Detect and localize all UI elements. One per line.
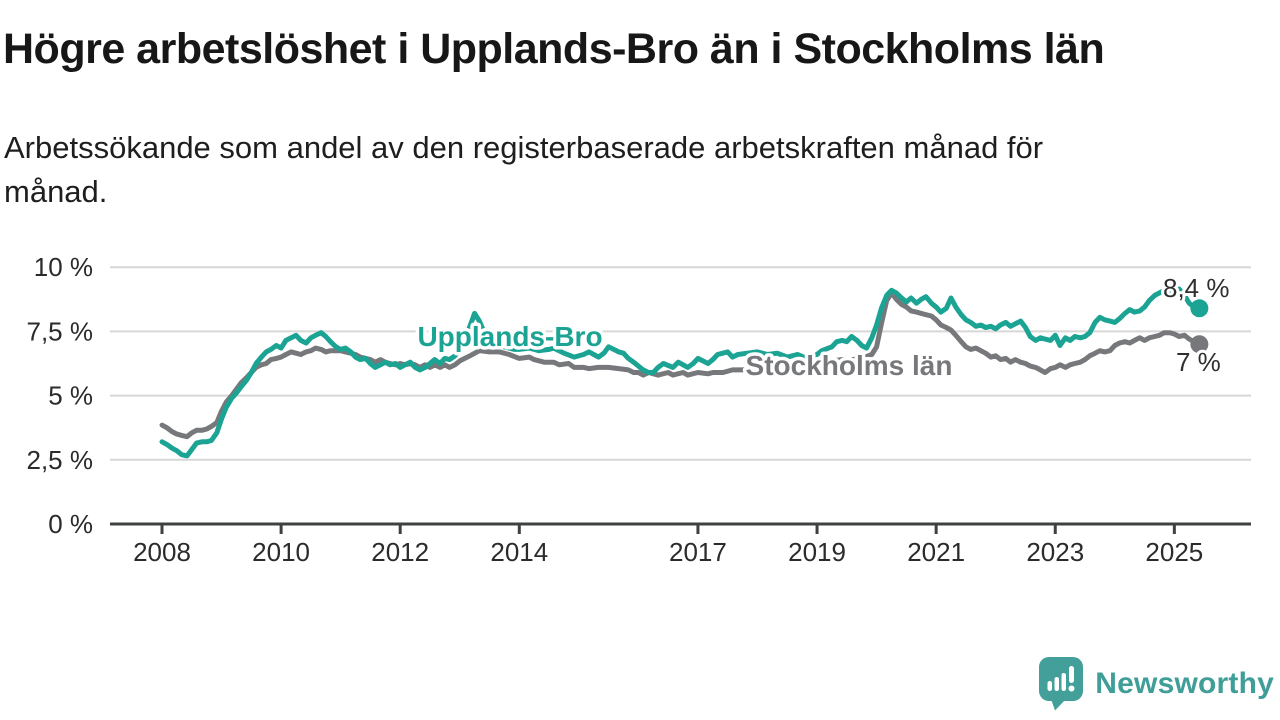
series-line-stockholms-l-n <box>159 290 1202 440</box>
end-dot-stockholms-l-n <box>1190 335 1209 354</box>
y-tick-label: 0 % <box>48 509 93 539</box>
x-tick-label: 2010 <box>252 537 310 567</box>
newsworthy-logo-mark-icon <box>1039 657 1084 711</box>
end-dot-upplands-bro <box>1190 299 1209 318</box>
x-tick-label: 2021 <box>907 537 965 567</box>
x-tick-label: 2012 <box>371 537 429 567</box>
series-label-stockholms-l-n: Stockholms län <box>746 350 953 381</box>
y-tick-label: 5 % <box>48 381 93 411</box>
newsworthy-logo-wordmark: Newsworthy <box>1095 667 1274 700</box>
y-tick-label: 10 % <box>34 252 93 282</box>
series-line-upplands-bro <box>159 286 1202 459</box>
page-title: Högre arbetslöshet i Upplands-Bro än i S… <box>3 25 1105 73</box>
end-value-label-upplands-bro: 8,4 % <box>1163 273 1230 303</box>
end-value-label-stockholms-l-n: 7 % <box>1176 347 1221 377</box>
newsworthy-logo: Newsworthy <box>1039 656 1274 712</box>
x-tick-label: 2008 <box>133 537 191 567</box>
chart-subtitle: Arbetssökande som andel av den registerb… <box>4 130 1044 209</box>
y-tick-label: 2,5 % <box>27 445 94 475</box>
x-tick-label: 2019 <box>788 537 846 567</box>
x-tick-label: 2014 <box>490 537 548 567</box>
x-tick-label: 2023 <box>1026 537 1084 567</box>
y-tick-label: 7,5 % <box>27 316 94 346</box>
series-label-upplands-bro: Upplands-Bro <box>417 321 602 352</box>
x-tick-label: 2025 <box>1145 537 1203 567</box>
x-tick-label: 2017 <box>669 537 727 567</box>
